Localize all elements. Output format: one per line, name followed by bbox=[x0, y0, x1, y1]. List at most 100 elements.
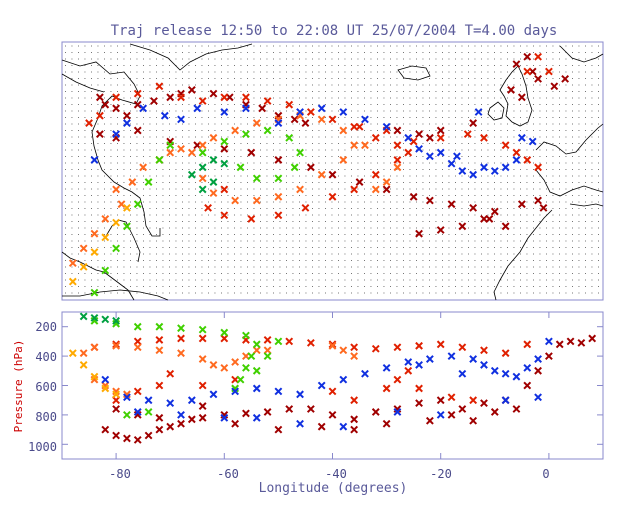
trajectory-marker bbox=[350, 425, 359, 434]
trajectory-marker bbox=[133, 337, 142, 346]
trajectory-marker bbox=[490, 408, 499, 416]
trajectory-marker bbox=[155, 413, 164, 422]
trajectory-marker bbox=[490, 167, 499, 175]
map-panel bbox=[61, 41, 604, 301]
trajectory-series bbox=[68, 203, 131, 286]
trajectory-marker bbox=[350, 352, 359, 361]
trajectory-marker bbox=[328, 115, 337, 124]
trajectory-marker bbox=[252, 366, 261, 375]
trajectory-marker bbox=[155, 82, 164, 91]
trajectory-marker bbox=[187, 148, 196, 157]
trajectory-marker bbox=[231, 387, 240, 396]
trajectory-marker bbox=[90, 372, 99, 381]
trajectory-marker bbox=[242, 104, 250, 113]
trajectory-marker bbox=[301, 203, 310, 212]
trajectory-marker bbox=[447, 200, 456, 209]
trajectory-marker bbox=[198, 413, 207, 422]
trajectory-marker bbox=[528, 137, 537, 146]
trajectory-marker bbox=[355, 178, 364, 186]
trajectory-marker bbox=[544, 352, 553, 361]
north-america-coast bbox=[61, 59, 161, 237]
trajectory-marker bbox=[550, 82, 559, 91]
trajectory-marker bbox=[90, 248, 99, 256]
trajectory-marker bbox=[512, 60, 521, 69]
trajectory-marker bbox=[339, 108, 348, 116]
trajectory-marker bbox=[285, 100, 294, 109]
trajectory-marker bbox=[90, 156, 99, 164]
trajectory-marker bbox=[220, 328, 229, 337]
trajectory-marker bbox=[204, 203, 212, 212]
africa-coast bbox=[493, 209, 553, 301]
trajectory-marker bbox=[252, 413, 261, 422]
trajectory-marker bbox=[474, 108, 483, 116]
trajectory-marker bbox=[447, 410, 456, 419]
trajectory-marker bbox=[209, 133, 218, 142]
trajectory-marker bbox=[133, 343, 142, 352]
profile-frame bbox=[61, 311, 604, 460]
trajectory-marker bbox=[123, 393, 131, 402]
y-tick-label: 800 bbox=[35, 410, 57, 424]
trajectory-marker bbox=[371, 185, 380, 194]
trajectory-marker bbox=[507, 86, 515, 94]
trajectory-marker bbox=[90, 288, 99, 297]
trajectory-marker bbox=[128, 178, 137, 186]
trajectory-marker bbox=[155, 156, 164, 164]
trajectory-marker bbox=[247, 148, 256, 157]
trajectory-marker bbox=[425, 152, 434, 161]
trajectory-marker bbox=[361, 115, 369, 124]
trajectory-marker bbox=[252, 346, 261, 355]
x-tick-label: -60 bbox=[217, 467, 239, 481]
trajectory-marker bbox=[242, 363, 250, 372]
trajectory-marker bbox=[258, 104, 267, 113]
trajectory-marker bbox=[469, 119, 478, 127]
trajectory-marker bbox=[90, 229, 99, 238]
trajectory-marker bbox=[166, 422, 175, 431]
trajectory-marker bbox=[409, 192, 418, 201]
trajectory-marker bbox=[328, 410, 337, 419]
trajectory-marker bbox=[236, 375, 245, 384]
trajectory-marker bbox=[198, 325, 207, 334]
trajectory-series bbox=[68, 349, 121, 399]
trajectory-marker bbox=[534, 355, 542, 363]
trajectory-marker bbox=[133, 89, 142, 98]
trajectory-marker bbox=[490, 366, 499, 375]
trajectory-marker bbox=[193, 104, 202, 113]
trajectory-marker bbox=[544, 67, 553, 76]
trajectory-marker bbox=[247, 352, 256, 361]
trajectory-marker bbox=[177, 334, 185, 343]
trajectory-marker bbox=[85, 119, 93, 127]
trajectory-marker bbox=[79, 244, 88, 253]
trajectory-marker bbox=[112, 244, 121, 253]
trajectory-marker bbox=[187, 170, 196, 179]
trajectory-marker bbox=[404, 366, 413, 375]
trajectory-marker bbox=[382, 122, 391, 131]
trajectory-marker bbox=[220, 413, 229, 422]
trajectory-marker bbox=[415, 144, 423, 153]
trajectory-marker bbox=[393, 163, 402, 172]
trajectory-marker bbox=[112, 396, 121, 405]
x-tick-label: -40 bbox=[325, 467, 347, 481]
trajectory-marker bbox=[274, 119, 283, 127]
trajectory-marker bbox=[274, 387, 283, 396]
trajectory-marker bbox=[155, 346, 164, 355]
trajectory-marker bbox=[523, 52, 532, 61]
britain-coast bbox=[499, 65, 533, 127]
trajectory-marker bbox=[220, 159, 229, 168]
trajectory-marker bbox=[404, 358, 413, 366]
trajectory-marker bbox=[112, 316, 121, 325]
iceland-coast bbox=[397, 65, 431, 81]
trajectory-marker bbox=[436, 396, 445, 405]
trajectory-marker bbox=[469, 355, 478, 363]
trajectory-marker bbox=[274, 174, 283, 183]
trajectory-marker bbox=[436, 226, 445, 234]
grid-dots bbox=[65, 45, 599, 294]
trajectory-marker bbox=[220, 334, 229, 343]
trajectory-marker bbox=[415, 384, 423, 393]
trajectory-marker bbox=[101, 315, 110, 324]
x-tick-label: 0 bbox=[542, 467, 549, 481]
trajectory-marker bbox=[79, 312, 88, 321]
trajectory-marker bbox=[458, 405, 467, 413]
trajectory-marker bbox=[198, 163, 207, 172]
trajectory-marker bbox=[566, 337, 575, 346]
trajectory-marker bbox=[317, 104, 326, 113]
